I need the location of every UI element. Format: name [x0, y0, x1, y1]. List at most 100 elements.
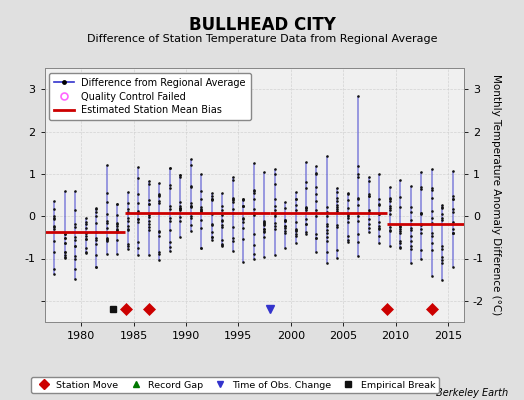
Point — [218, 242, 226, 248]
Point — [166, 203, 174, 209]
Point — [407, 238, 415, 244]
Point — [417, 210, 425, 216]
Point — [50, 206, 59, 212]
Point — [249, 212, 258, 219]
Point — [333, 247, 342, 254]
Point — [449, 195, 457, 202]
Point — [176, 199, 184, 206]
Point — [417, 256, 425, 262]
Point — [92, 235, 101, 242]
Point — [249, 189, 258, 196]
Point — [375, 202, 384, 208]
Point — [197, 216, 205, 223]
Point — [176, 214, 184, 220]
Point — [365, 192, 373, 199]
Point — [281, 217, 289, 224]
Point — [187, 222, 195, 228]
Point — [291, 196, 300, 203]
Point — [333, 198, 342, 204]
Point — [134, 174, 143, 181]
Point — [438, 216, 446, 223]
Point — [124, 241, 132, 247]
Point — [260, 222, 268, 228]
Point — [208, 221, 216, 228]
Point — [249, 188, 258, 194]
Point — [249, 210, 258, 216]
Point — [354, 213, 363, 219]
Point — [124, 222, 132, 229]
Point — [239, 216, 247, 223]
Point — [71, 276, 80, 282]
Point — [113, 251, 122, 257]
Point — [407, 183, 415, 189]
Point — [333, 185, 342, 192]
Point — [228, 248, 237, 254]
Point — [354, 171, 363, 178]
Point — [113, 201, 122, 207]
Point — [218, 224, 226, 230]
Point — [428, 208, 436, 214]
Point — [61, 235, 69, 242]
Point — [166, 165, 174, 172]
Point — [270, 223, 279, 230]
Point — [333, 205, 342, 212]
Point — [61, 255, 69, 261]
Point — [333, 224, 342, 231]
Point — [260, 220, 268, 227]
Point — [103, 220, 111, 226]
Point — [386, 194, 394, 201]
Point — [145, 214, 153, 220]
Point — [386, 228, 394, 234]
Point — [208, 237, 216, 243]
Point — [386, 203, 394, 210]
Point — [228, 206, 237, 212]
Point — [239, 196, 247, 203]
Point — [71, 236, 80, 243]
Point — [291, 226, 300, 232]
Point — [281, 228, 289, 235]
Point — [82, 249, 90, 255]
Point — [82, 245, 90, 251]
Point — [187, 156, 195, 162]
Point — [291, 226, 300, 233]
Point — [92, 264, 101, 270]
Point — [208, 193, 216, 199]
Point — [312, 170, 321, 176]
Point — [270, 196, 279, 202]
Point — [365, 216, 373, 222]
Point — [208, 196, 216, 203]
Point — [228, 173, 237, 180]
Y-axis label: Monthly Temperature Anomaly Difference (°C): Monthly Temperature Anomaly Difference (… — [491, 74, 501, 316]
Point — [166, 218, 174, 224]
Point — [103, 235, 111, 241]
Point — [354, 218, 363, 224]
Point — [134, 190, 143, 197]
Point — [239, 259, 247, 265]
Point — [218, 237, 226, 243]
Point — [82, 230, 90, 236]
Point — [312, 213, 321, 220]
Point — [134, 245, 143, 252]
Point — [386, 226, 394, 233]
Point — [354, 93, 363, 100]
Point — [145, 227, 153, 233]
Point — [71, 224, 80, 230]
Point — [417, 226, 425, 232]
Point — [396, 240, 405, 246]
Point — [260, 219, 268, 225]
Point — [50, 216, 59, 222]
Point — [92, 229, 101, 235]
Point — [270, 226, 279, 232]
Point — [375, 232, 384, 239]
Point — [281, 217, 289, 224]
Point — [386, 184, 394, 190]
Point — [166, 227, 174, 233]
Point — [176, 234, 184, 240]
Point — [113, 201, 122, 207]
Point — [61, 235, 69, 241]
Point — [197, 209, 205, 215]
Point — [155, 228, 163, 235]
Point — [375, 196, 384, 202]
Point — [365, 191, 373, 198]
Point — [71, 188, 80, 194]
